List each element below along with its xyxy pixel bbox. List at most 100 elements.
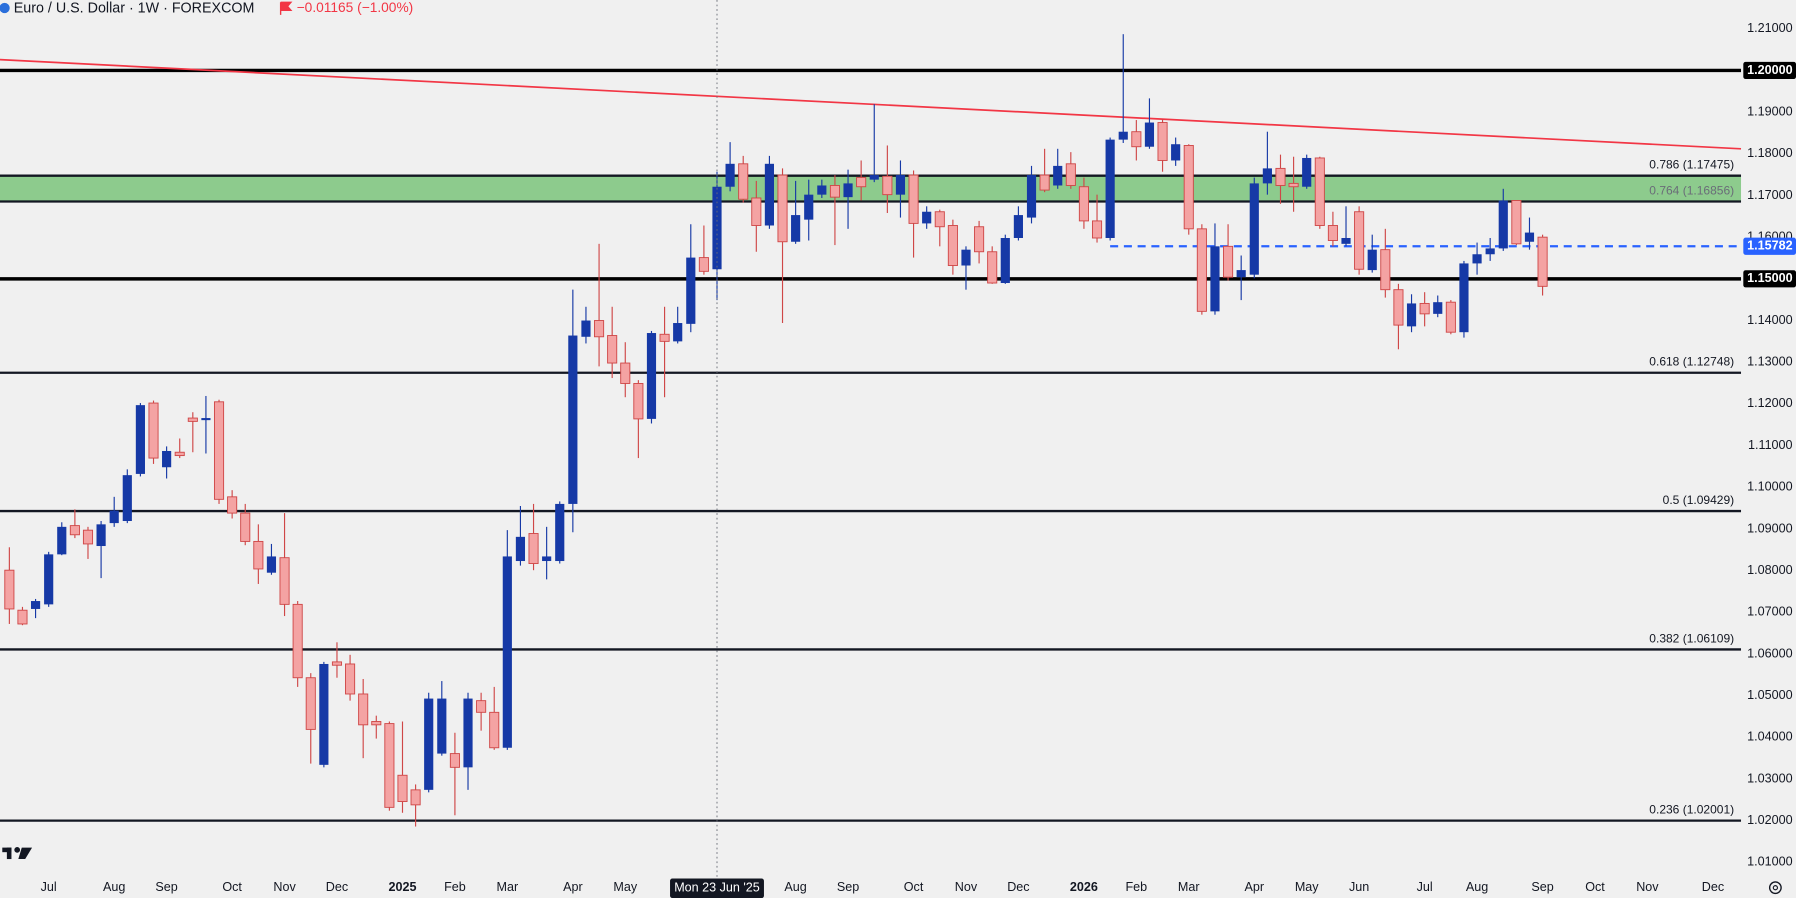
y-tick-label: 1.13000 [1747,355,1792,369]
candle-body [869,175,879,180]
fib-label: 0.764 (1.16856) [1649,183,1734,197]
candle-body [725,163,735,187]
candle-body [1354,211,1365,270]
candle-body [174,451,185,457]
candle-body [620,362,631,384]
y-tick-label: 1.08000 [1747,563,1792,577]
candle-body [1039,174,1050,191]
candle-body [1445,301,1456,333]
y-tick-label: 1.09000 [1747,521,1792,535]
candle-body [69,525,80,536]
candle-body [476,700,487,713]
candle-body [305,677,316,730]
candle-body [1000,237,1010,284]
candle-body [82,529,94,545]
candle-body [1459,263,1469,333]
candle-body [568,335,578,504]
x-tick-label: Dec [1702,880,1724,894]
candle-body [279,557,290,605]
candle-body [1498,200,1508,249]
fib-label: 0.618 (1.12748) [1649,355,1734,369]
candle-body [974,226,985,253]
candle-body [712,186,722,270]
candle-body [1053,165,1063,186]
candle-body [397,774,408,802]
candle-body [187,417,198,422]
x-tick-label: Aug [103,880,125,894]
candle-body [1183,145,1194,230]
candle-body [764,163,775,226]
x-tick-label: Sep [1531,880,1553,894]
candle-body [1367,249,1377,271]
candle-body [384,723,395,808]
candle-body [1210,246,1220,312]
candle-body [1302,157,1312,187]
x-tick-label: Mar [496,880,518,894]
candle-body [594,320,605,338]
candle-body [96,524,106,547]
candle-body [227,496,238,514]
candle-body [961,249,971,266]
candle-body [1472,254,1482,264]
fib-label: 0.236 (1.02001) [1649,803,1734,817]
candle-body [1171,144,1181,161]
candle-body [987,251,998,284]
gear-center[interactable] [1772,885,1779,891]
price-box-label: 1.20000 [1747,63,1792,77]
candle-body [345,663,356,695]
candle-body [528,533,539,564]
candle-body [1078,186,1089,222]
price-box [1743,61,1796,80]
candle-body [109,510,119,524]
y-tick-label: 1.14000 [1747,313,1792,327]
candle-body [57,526,67,555]
gear[interactable] [1768,881,1782,895]
settings-icon[interactable] [1768,881,1782,895]
candle-body [371,721,382,726]
candle-body [1288,182,1299,188]
candle-body [1026,175,1037,218]
candle-body [581,320,591,337]
candle-body [253,540,264,570]
candle-body [1131,131,1142,148]
candle-body [148,402,159,459]
x-tick-label: Dec [326,880,348,894]
x-tick-label: Sep [155,880,177,894]
candle-body [1013,215,1023,238]
x-tick-label: Apr [1244,880,1264,894]
x-tick-label: Nov [955,880,978,894]
x-tick-label: 2026 [1070,880,1098,894]
candle-body [1249,183,1259,275]
fib-label: 0.382 (1.06109) [1649,631,1734,645]
candle-body [201,418,211,421]
candle-body [1537,236,1548,287]
x-tick-label: Jun [1349,880,1369,894]
header: Euro / U.S. Dollar · 1W · FOREXCOM −0.01… [0,0,424,18]
candle-body [1419,302,1430,315]
x-tick-label: May [1295,880,1319,894]
x-tick-label: Aug [784,880,806,894]
candle-body [1275,167,1286,186]
candle-body [358,693,369,726]
y-tick-label: 1.10000 [1747,480,1792,494]
candle-body [542,556,552,562]
x-tick-label: Jul [1417,880,1433,894]
candle-body [751,197,762,226]
flag-icon[interactable] [279,1,293,15]
candle-body [1341,237,1351,244]
candle-body [1485,248,1495,255]
candle-body [502,556,512,748]
candle-body [698,257,709,272]
candle-body [515,536,526,562]
fib-label: 0.786 (1.17475) [1649,158,1734,172]
candle-body [162,450,172,468]
candle-body [817,185,827,195]
candle-body [777,174,788,243]
y-tick-label: 1.11000 [1748,438,1793,452]
candle-body [895,175,906,195]
y-tick-label: 1.04000 [1747,730,1792,744]
candle-body [1433,302,1443,314]
candle-body [908,174,919,224]
crosshair-box [670,878,764,898]
